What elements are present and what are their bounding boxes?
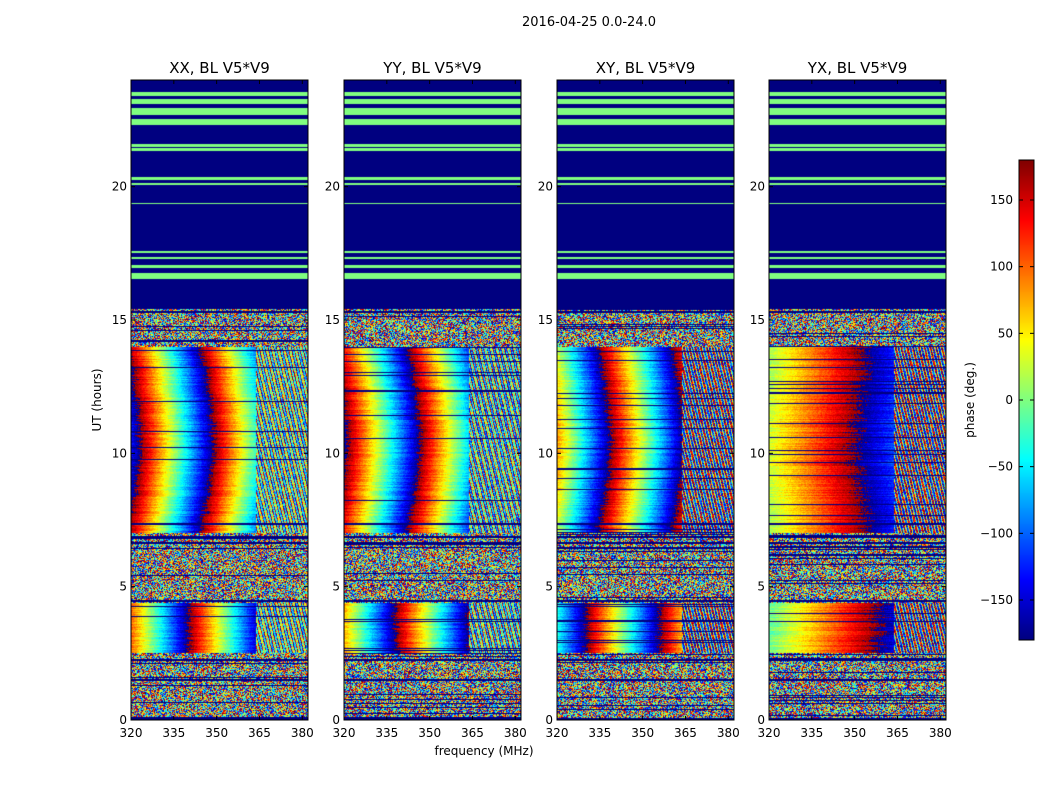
x-tick-label: 335: [588, 726, 611, 740]
x-tick-label: 320: [546, 726, 569, 740]
y-tick-label: 20: [325, 180, 340, 194]
panel-4-image: [769, 80, 946, 720]
x-tick-label: 380: [504, 726, 527, 740]
y-tick-label: 15: [325, 313, 340, 327]
y-tick-label: 0: [332, 713, 340, 727]
colorbar-tick-label: 150: [990, 193, 1013, 207]
panel-1: XX, BL V5*V9 320 335 350 365 380 0 5 10 15 20: [112, 59, 314, 740]
panel-4-frame: [768, 79, 947, 721]
x-tick-label: 335: [800, 726, 823, 740]
y-tick-label: 5: [119, 580, 127, 594]
y-tick-label: 10: [538, 446, 553, 460]
x-tick-label: 320: [120, 726, 143, 740]
y-tick-label: 15: [750, 313, 765, 327]
y-tick-label: 20: [112, 180, 127, 194]
colorbar-tick-label: 50: [998, 326, 1013, 340]
colorbar-tick-label: −50: [988, 460, 1013, 474]
figure-suptitle: 2016-04-25 0.0-24.0: [522, 15, 656, 30]
panel-2: YY, BL V5*V9 320 335 350 365 380 0 5 10 15 20: [325, 59, 527, 740]
colorbar-gradient: [1019, 160, 1034, 640]
colorbar-tick-label: −100: [980, 526, 1013, 540]
panel-3-frame: [556, 79, 735, 721]
panel-1-image: [131, 80, 308, 720]
x-tick-label: 350: [205, 726, 228, 740]
y-tick-label: 15: [538, 313, 553, 327]
x-tick-label: 380: [291, 726, 314, 740]
panel-4: YX, BL V5*V9 320 335 350 365 380 0 5 10 15 20: [750, 59, 952, 740]
y-tick-label: 10: [112, 446, 127, 460]
x-tick-label: 320: [758, 726, 781, 740]
panel-2-title: YY, BL V5*V9: [382, 59, 481, 77]
panel-2-frame: [343, 79, 522, 721]
panel-3-image: [557, 80, 734, 720]
x-tick-label: 350: [843, 726, 866, 740]
y-tick-label: 20: [538, 180, 553, 194]
colorbar-tick-label: 100: [990, 260, 1013, 274]
y-axis-label: UT (hours): [90, 368, 104, 431]
y-tick-label: 0: [757, 713, 765, 727]
x-tick-label: 380: [929, 726, 952, 740]
colorbar-label: phase (deg.): [963, 362, 977, 438]
x-tick-label: 365: [461, 726, 484, 740]
y-tick-label: 0: [545, 713, 553, 727]
x-tick-label: 335: [162, 726, 185, 740]
x-tick-label: 350: [418, 726, 441, 740]
y-tick-label: 5: [757, 580, 765, 594]
x-tick-label: 335: [375, 726, 398, 740]
colorbar-tick-label: −150: [980, 593, 1013, 607]
y-tick-label: 10: [750, 446, 765, 460]
y-tick-label: 20: [750, 180, 765, 194]
x-tick-label: 350: [631, 726, 654, 740]
colorbar: 150 100 50 0 −50 −100 −150: [980, 159, 1035, 641]
colorbar-tick-label: 0: [1005, 393, 1013, 407]
panel-1-title: XX, BL V5*V9: [169, 59, 270, 77]
x-tick-label: 365: [886, 726, 909, 740]
x-tick-label: 365: [674, 726, 697, 740]
y-tick-label: 5: [545, 580, 553, 594]
panel-3-title: XY, BL V5*V9: [596, 59, 696, 77]
x-axis-label: frequency (MHz): [434, 744, 533, 758]
panel-4-title: YX, BL V5*V9: [807, 59, 908, 77]
panel-1-frame: [130, 79, 309, 721]
x-tick-label: 380: [717, 726, 740, 740]
y-tick-label: 0: [119, 713, 127, 727]
y-tick-label: 15: [112, 313, 127, 327]
y-tick-label: 5: [332, 580, 340, 594]
x-tick-label: 365: [248, 726, 271, 740]
panel-2-image: [344, 80, 521, 720]
y-tick-label: 10: [325, 446, 340, 460]
panel-3: XY, BL V5*V9 320 335 350 365 380 0 5 10 15 20: [538, 59, 740, 740]
x-tick-label: 320: [333, 726, 356, 740]
